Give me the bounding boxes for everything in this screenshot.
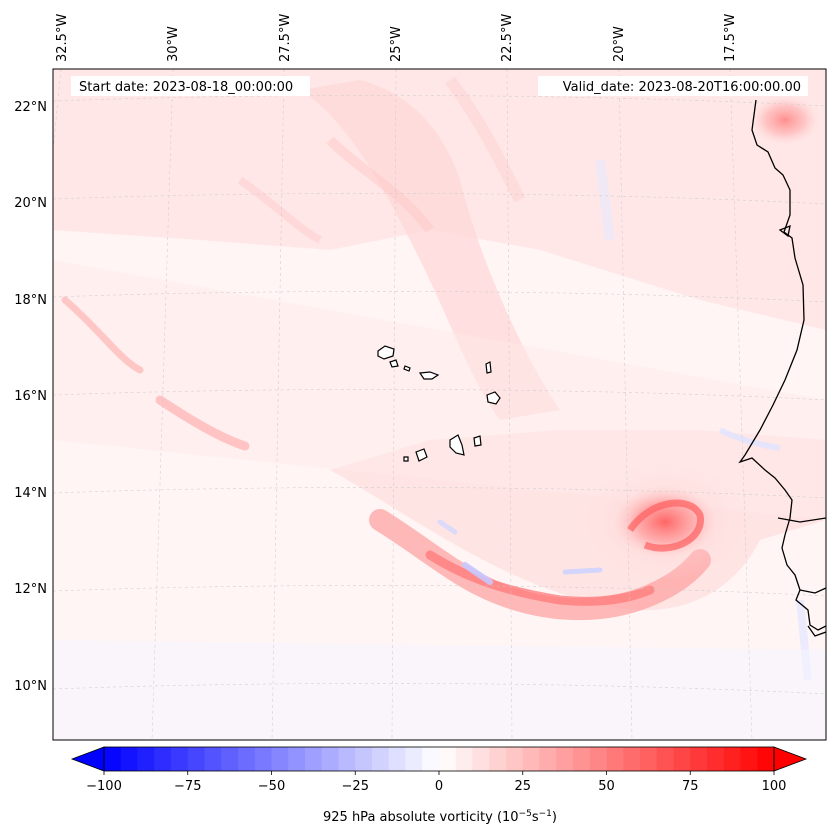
valid-date-label: Valid_date: 2023-08-20T16:00:00.00 (563, 80, 801, 95)
colorbar-segment (740, 747, 758, 771)
colorbar-tick-label: −75 (174, 779, 201, 794)
colorbar-segment (573, 747, 591, 771)
colorbar-segments (104, 747, 775, 771)
colorbar-label: 925 hPa absolute vorticity (10−5s−1) (323, 809, 557, 825)
colorbar-segment (539, 747, 557, 771)
colorbar-segment (757, 747, 775, 771)
colorbar-segment (522, 747, 540, 771)
colorbar-segment (321, 747, 339, 771)
colorbar-segment (154, 747, 172, 771)
lon-label: 20°W (612, 26, 627, 62)
lon-label: 27.5°W (278, 14, 293, 62)
colorbar-low-extend (70, 746, 105, 772)
colorbar-segment (707, 747, 725, 771)
colorbar-segment (137, 747, 155, 771)
colorbar-tick-label: −50 (258, 779, 285, 794)
colorbar-segment (221, 747, 239, 771)
lon-label: 22.5°W (500, 14, 515, 62)
colorbar: −100 −75 −50 −25 0 25 50 75 100 925 hPa absolute… (70, 746, 808, 825)
colorbar-segment (589, 747, 607, 771)
lon-label: 25°W (389, 26, 404, 62)
colorbar-segment (439, 747, 457, 771)
longitude-labels: 32.5°W 30°W 27.5°W 25°W 22.5°W 20°W 17.5… (55, 14, 738, 62)
colorbar-segment (305, 747, 323, 771)
colorbar-segment (271, 747, 289, 771)
lon-label: 30°W (166, 26, 181, 62)
colorbar-segment (238, 747, 256, 771)
colorbar-segment (506, 747, 524, 771)
colorbar-tick-label: 50 (598, 779, 615, 794)
lon-label: 32.5°W (55, 14, 70, 62)
colorbar-segment (388, 747, 406, 771)
colorbar-high-extend (773, 746, 808, 772)
colorbar-segment (455, 747, 473, 771)
coastline (738, 99, 826, 637)
colorbar-tick-label: −25 (342, 779, 369, 794)
colorbar-segment (422, 747, 440, 771)
colorbar-segment (623, 747, 641, 771)
colorbar-segment (556, 747, 574, 771)
colorbar-segment (104, 747, 122, 771)
colorbar-segment (656, 747, 674, 771)
lat-label: 10°N (14, 679, 47, 694)
colorbar-tick-label: 75 (682, 779, 699, 794)
colorbar-segment (723, 747, 741, 771)
lat-label: 14°N (14, 486, 47, 501)
colorbar-segment (254, 747, 272, 771)
start-date-label: Start date: 2023-08-18_00:00:00 (79, 80, 293, 95)
colorbar-segment (171, 747, 189, 771)
colorbar-tick-label: −100 (86, 779, 122, 794)
colorbar-segment (120, 747, 138, 771)
lon-label: 17.5°W (723, 14, 738, 62)
colorbar-segment (372, 747, 390, 771)
colorbar-segment (640, 747, 658, 771)
colorbar-segment (288, 747, 306, 771)
colorbar-segment (606, 747, 624, 771)
colorbar-segment (472, 747, 490, 771)
lat-label: 12°N (14, 582, 47, 597)
colorbar-tick-label: 25 (514, 779, 531, 794)
map-panel (52, 68, 827, 741)
colorbar-segment (489, 747, 507, 771)
start-date-box (71, 76, 310, 96)
colorbar-tick-label: 0 (435, 779, 443, 794)
colorbar-segment (673, 747, 691, 771)
lat-label: 18°N (14, 293, 47, 308)
lat-label: 16°N (14, 389, 47, 404)
colorbar-ticks: −100 −75 −50 −25 0 25 50 75 100 (86, 771, 786, 794)
colorbar-segment (405, 747, 423, 771)
lat-label: 20°N (14, 196, 47, 211)
colorbar-segment (204, 747, 222, 771)
cape-verde-islands (377, 345, 501, 462)
colorbar-segment (355, 747, 373, 771)
latitude-labels: 22°N 20°N 18°N 16°N 14°N 12°N 10°N (14, 100, 47, 694)
colorbar-tick-label: 100 (762, 779, 787, 794)
vorticity-field (53, 69, 826, 740)
lat-label: 22°N (14, 100, 47, 115)
colorbar-segment (338, 747, 356, 771)
colorbar-segment (690, 747, 708, 771)
valid-date-box (538, 76, 808, 96)
colorbar-segment (187, 747, 205, 771)
